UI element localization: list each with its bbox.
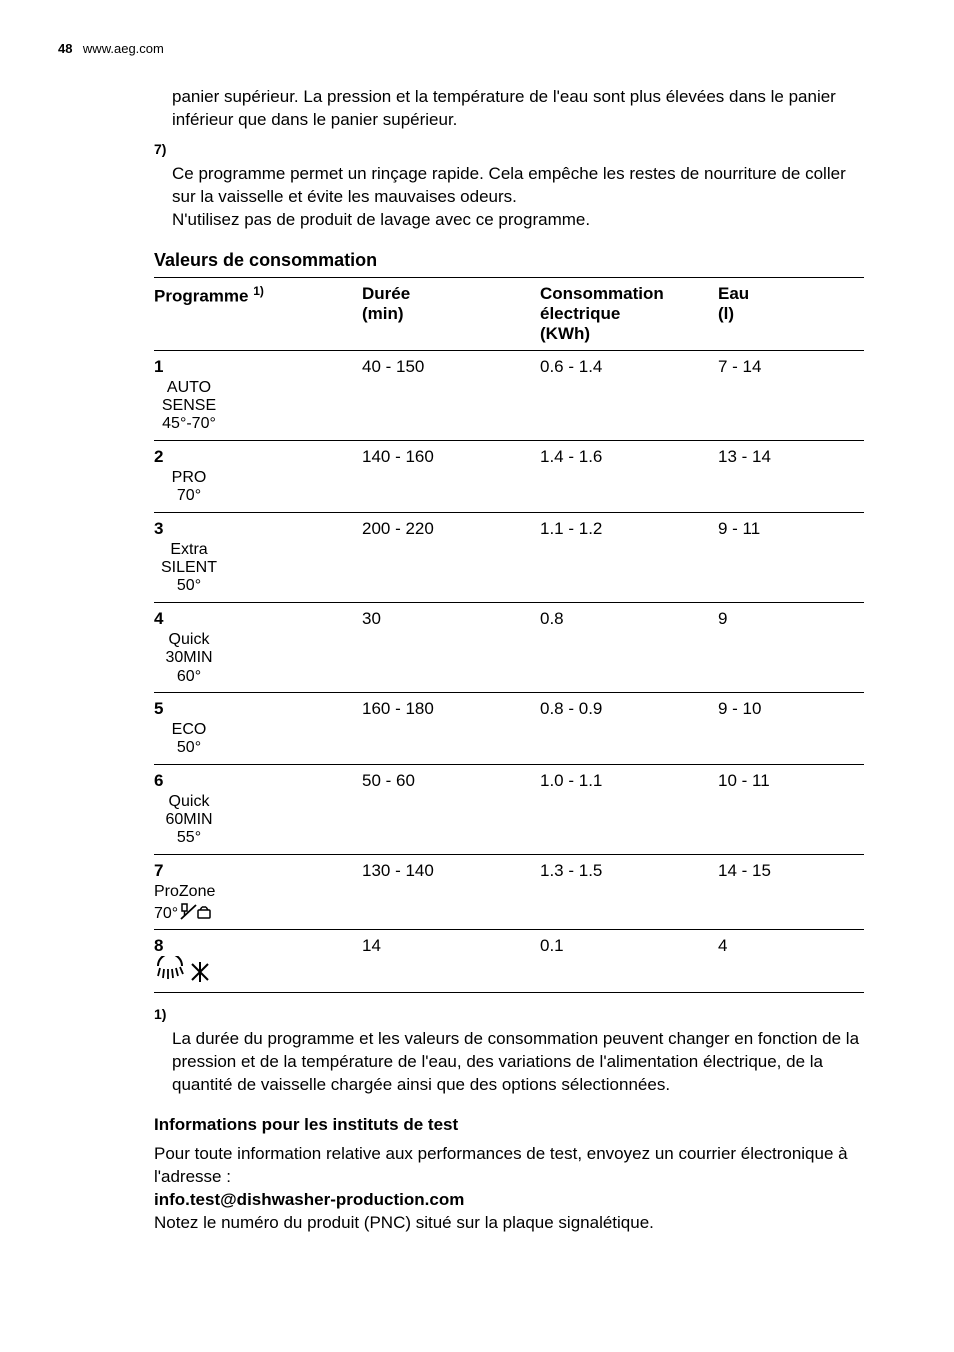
table-row: 1AUTOSENSE45°-70°40 - 1500.6 - 1.47 - 14 xyxy=(154,350,864,440)
cell-duree: 130 - 140 xyxy=(362,854,540,929)
cell-kwh: 0.6 - 1.4 xyxy=(540,350,718,440)
th-eau: Eau (l) xyxy=(718,277,864,350)
th-duree: Durée (min) xyxy=(362,277,540,350)
cell-duree: 14 xyxy=(362,930,540,993)
consumption-table: Programme 1) Durée (min) Consommation él… xyxy=(154,277,864,994)
test-info-title: Informations pour les instituts de test xyxy=(154,1115,864,1135)
cell-programme: 7ProZone70° xyxy=(154,854,362,929)
cell-duree: 30 xyxy=(362,602,540,692)
footnote-1: 1) La durée du programme et les valeurs … xyxy=(154,1005,864,1097)
consumption-title: Valeurs de consommation xyxy=(154,250,864,271)
table-row: 3ExtraSILENT50°200 - 2201.1 - 1.29 - 11 xyxy=(154,512,864,602)
footnote-1-text: La durée du programme et les valeurs de … xyxy=(172,1028,864,1097)
cell-programme: 2PRO70° xyxy=(154,440,362,512)
cell-eau: 4 xyxy=(718,930,864,993)
cell-eau: 13 - 14 xyxy=(718,440,864,512)
table-row: 7ProZone70°130 - 1401.3 - 1.514 - 15 xyxy=(154,854,864,929)
footnote-7-line2: N'utilisez pas de produit de lavage avec… xyxy=(172,210,590,229)
test-info-email: info.test@dishwasher-production.com xyxy=(154,1189,864,1212)
cell-duree: 160 - 180 xyxy=(362,692,540,764)
cell-duree: 40 - 150 xyxy=(362,350,540,440)
footnote-1-index: 1) xyxy=(154,1006,166,1022)
cell-eau: 9 xyxy=(718,602,864,692)
cell-kwh: 1.0 - 1.1 xyxy=(540,764,718,854)
test-info-line1: Pour toute information relative aux perf… xyxy=(154,1143,864,1189)
table-row: 5ECO50°160 - 1800.8 - 0.99 - 10 xyxy=(154,692,864,764)
cell-kwh: 0.8 - 0.9 xyxy=(540,692,718,764)
cell-programme: 1AUTOSENSE45°-70° xyxy=(154,350,362,440)
cell-programme: 6Quick60MIN55° xyxy=(154,764,362,854)
test-info-line2: Notez le numéro du produit (PNC) situé s… xyxy=(154,1212,864,1235)
cell-kwh: 1.4 - 1.6 xyxy=(540,440,718,512)
cell-duree: 200 - 220 xyxy=(362,512,540,602)
cell-eau: 7 - 14 xyxy=(718,350,864,440)
cell-programme: 5ECO50° xyxy=(154,692,362,764)
cell-kwh: 1.1 - 1.2 xyxy=(540,512,718,602)
carryover-text: panier supérieur. La pression et la temp… xyxy=(172,86,864,132)
table-row: 6Quick60MIN55°50 - 601.0 - 1.110 - 11 xyxy=(154,764,864,854)
th-programme: Programme 1) xyxy=(154,277,362,350)
cell-kwh: 1.3 - 1.5 xyxy=(540,854,718,929)
cell-eau: 10 - 11 xyxy=(718,764,864,854)
page-number: 48 xyxy=(58,41,72,56)
cell-duree: 140 - 160 xyxy=(362,440,540,512)
footnote-7-line1: Ce programme permet un rinçage rapide. C… xyxy=(172,164,846,206)
cell-eau: 14 - 15 xyxy=(718,854,864,929)
cell-programme: 8 xyxy=(154,930,362,993)
page-header: 48 www.aeg.com xyxy=(58,40,864,58)
site-url: www.aeg.com xyxy=(83,41,164,56)
footnote-7-index: 7) xyxy=(154,141,166,157)
cell-eau: 9 - 10 xyxy=(718,692,864,764)
cell-duree: 50 - 60 xyxy=(362,764,540,854)
table-row: 8140.14 xyxy=(154,930,864,993)
footnote-7: 7) Ce programme permet un rinçage rapide… xyxy=(154,140,864,232)
table-row: 2PRO70°140 - 1601.4 - 1.613 - 14 xyxy=(154,440,864,512)
th-consommation: Consommation électrique (KWh) xyxy=(540,277,718,350)
cell-eau: 9 - 11 xyxy=(718,512,864,602)
table-row: 4Quick30MIN60°300.89 xyxy=(154,602,864,692)
cell-kwh: 0.1 xyxy=(540,930,718,993)
cell-programme: 3ExtraSILENT50° xyxy=(154,512,362,602)
cell-programme: 4Quick30MIN60° xyxy=(154,602,362,692)
cell-kwh: 0.8 xyxy=(540,602,718,692)
